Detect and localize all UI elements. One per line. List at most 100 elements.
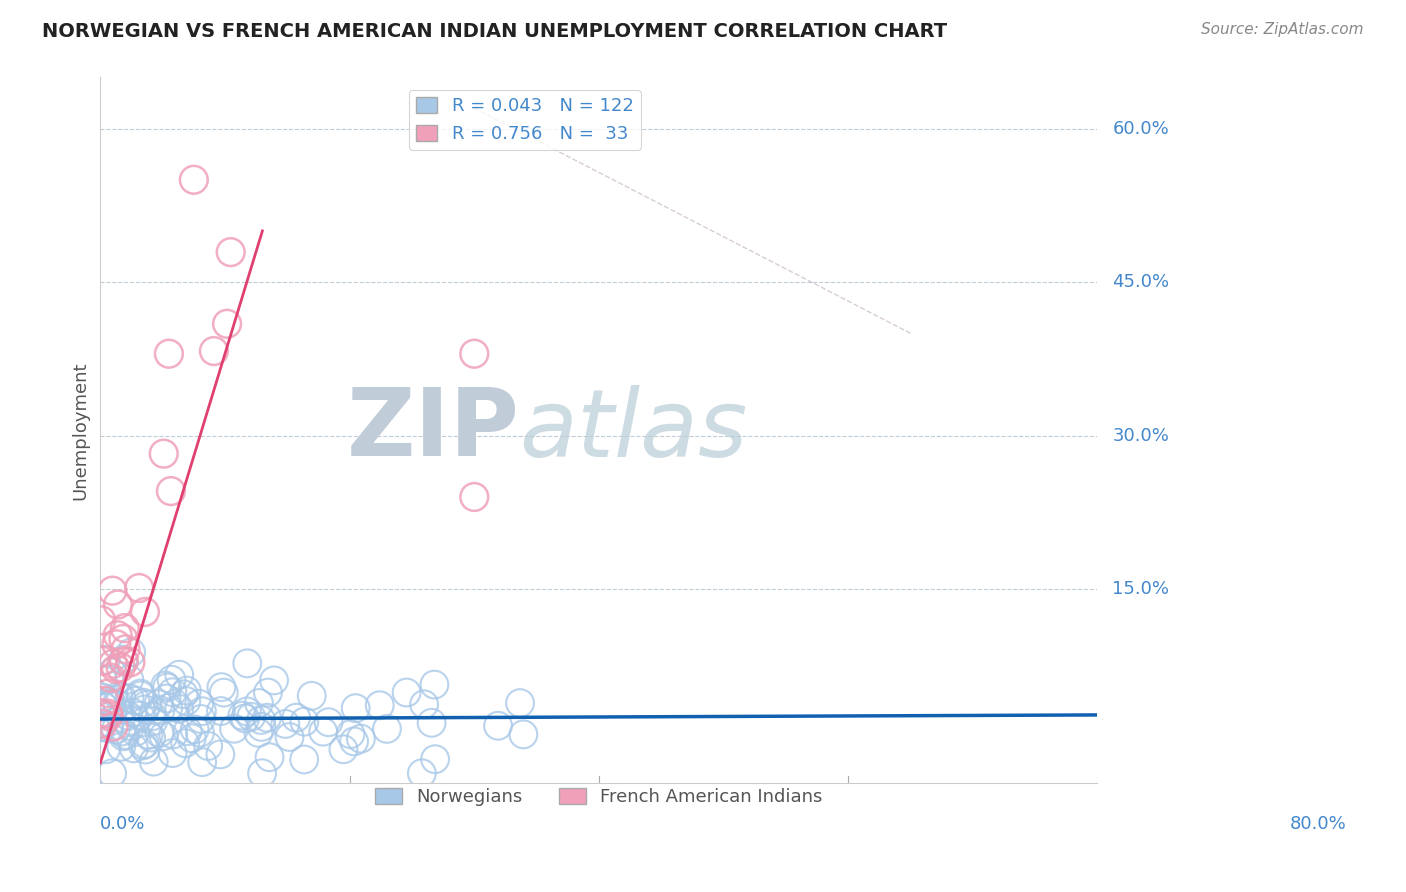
Point bbox=[191, 704, 214, 718]
Point bbox=[155, 678, 177, 692]
Point bbox=[124, 725, 146, 739]
Point bbox=[256, 711, 278, 725]
Point bbox=[148, 726, 170, 740]
Text: 60.0%: 60.0% bbox=[1112, 120, 1170, 137]
Point bbox=[167, 702, 190, 716]
Point bbox=[209, 747, 232, 762]
Point bbox=[91, 654, 114, 668]
Point bbox=[183, 173, 205, 187]
Point bbox=[101, 697, 124, 711]
Point bbox=[209, 680, 232, 694]
Point bbox=[101, 583, 124, 598]
Point bbox=[292, 714, 315, 729]
Point bbox=[93, 694, 115, 708]
Point bbox=[155, 691, 177, 706]
Point bbox=[343, 734, 366, 748]
Point bbox=[104, 662, 127, 676]
Text: 30.0%: 30.0% bbox=[1112, 426, 1170, 444]
Point bbox=[107, 628, 129, 642]
Point bbox=[91, 673, 114, 687]
Point bbox=[231, 708, 253, 723]
Point bbox=[118, 673, 141, 687]
Point bbox=[134, 737, 156, 751]
Point bbox=[152, 729, 174, 743]
Point bbox=[423, 677, 446, 691]
Point bbox=[236, 705, 259, 719]
Point bbox=[129, 708, 152, 723]
Point bbox=[236, 657, 259, 671]
Point bbox=[110, 660, 132, 674]
Point bbox=[191, 755, 214, 769]
Point bbox=[97, 686, 120, 700]
Point bbox=[148, 697, 170, 711]
Point bbox=[188, 697, 211, 711]
Point bbox=[173, 687, 195, 701]
Point bbox=[486, 719, 509, 733]
Point bbox=[100, 697, 122, 711]
Point bbox=[233, 711, 256, 725]
Point bbox=[129, 687, 152, 701]
Point bbox=[110, 724, 132, 739]
Point bbox=[183, 723, 205, 737]
Point bbox=[97, 706, 120, 721]
Point bbox=[94, 742, 117, 756]
Point bbox=[292, 752, 315, 766]
Point bbox=[157, 701, 180, 715]
Point bbox=[202, 344, 225, 359]
Point bbox=[423, 752, 446, 766]
Point bbox=[413, 698, 436, 712]
Point bbox=[197, 739, 219, 753]
Point bbox=[142, 709, 165, 723]
Point bbox=[112, 653, 135, 667]
Point bbox=[107, 689, 129, 703]
Point bbox=[375, 722, 398, 736]
Point bbox=[90, 707, 112, 722]
Point bbox=[222, 722, 245, 736]
Point bbox=[368, 698, 391, 713]
Point bbox=[142, 714, 165, 728]
Point bbox=[250, 720, 273, 734]
Point bbox=[162, 727, 184, 741]
Point bbox=[114, 728, 136, 742]
Point bbox=[176, 724, 198, 739]
Point bbox=[212, 685, 235, 699]
Point bbox=[91, 715, 114, 730]
Point bbox=[339, 727, 361, 741]
Point bbox=[110, 711, 132, 725]
Point bbox=[139, 731, 162, 745]
Point bbox=[110, 739, 132, 754]
Point bbox=[219, 245, 242, 260]
Point bbox=[217, 317, 239, 331]
Point bbox=[411, 766, 433, 780]
Text: 45.0%: 45.0% bbox=[1112, 273, 1170, 291]
Point bbox=[135, 742, 157, 756]
Point bbox=[176, 683, 198, 698]
Point bbox=[350, 731, 373, 746]
Point bbox=[129, 689, 152, 703]
Point bbox=[120, 719, 142, 733]
Text: 0.0%: 0.0% bbox=[100, 815, 146, 833]
Text: Source: ZipAtlas.com: Source: ZipAtlas.com bbox=[1201, 22, 1364, 37]
Point bbox=[90, 706, 112, 720]
Point bbox=[190, 712, 212, 726]
Point bbox=[94, 653, 117, 667]
Point bbox=[134, 702, 156, 716]
Point bbox=[209, 704, 232, 718]
Point bbox=[344, 701, 367, 715]
Point bbox=[463, 347, 485, 361]
Point bbox=[180, 731, 202, 746]
Point bbox=[257, 685, 280, 699]
Point bbox=[98, 673, 121, 687]
Point bbox=[259, 750, 281, 764]
Point bbox=[124, 694, 146, 708]
Point bbox=[120, 645, 142, 659]
Point bbox=[420, 715, 443, 730]
Point bbox=[250, 713, 273, 727]
Point bbox=[395, 685, 418, 699]
Point bbox=[128, 581, 150, 595]
Point bbox=[107, 598, 129, 612]
Point bbox=[114, 642, 136, 657]
Point bbox=[250, 766, 273, 780]
Point bbox=[132, 696, 155, 710]
Point bbox=[149, 703, 172, 717]
